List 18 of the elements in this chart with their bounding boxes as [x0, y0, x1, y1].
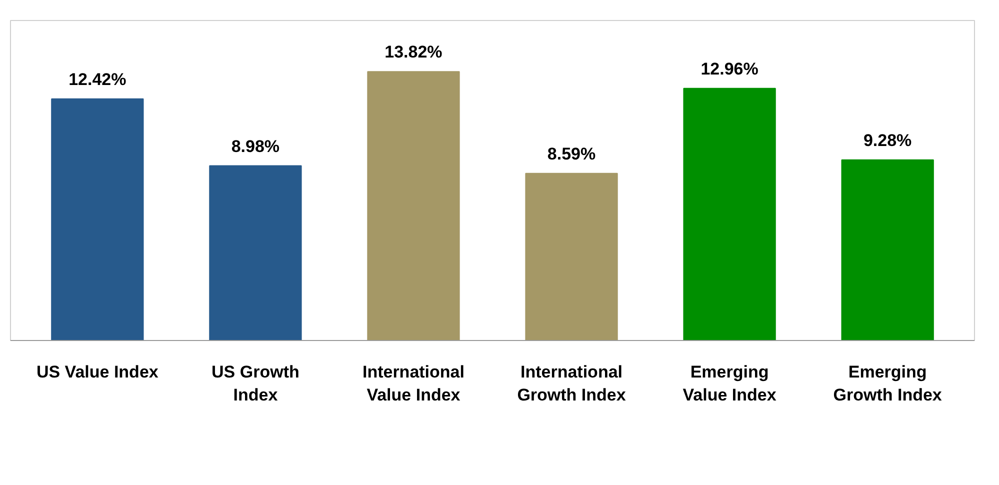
data-label: 13.82% — [384, 42, 442, 62]
x-tick-label: International Growth Index — [517, 362, 626, 404]
bar — [683, 88, 776, 340]
bar — [367, 71, 460, 340]
bar — [841, 159, 934, 340]
data-label: 12.42% — [68, 70, 126, 89]
bar — [525, 172, 618, 340]
x-tick-label: US Growth Index — [212, 362, 300, 404]
data-label: 12.96% — [700, 59, 758, 78]
x-tick-label: International Value Index — [362, 362, 464, 404]
data-label: 9.28% — [863, 130, 912, 150]
data-label: 8.59% — [547, 144, 596, 164]
data-label: 8.98% — [231, 136, 280, 156]
x-tick-label: US Value Index — [36, 362, 159, 382]
x-tick-label: Emerging Growth Index — [833, 362, 942, 404]
x-tick-label: Emerging Value Index — [682, 362, 777, 404]
bar — [209, 165, 302, 340]
bar — [51, 98, 144, 340]
